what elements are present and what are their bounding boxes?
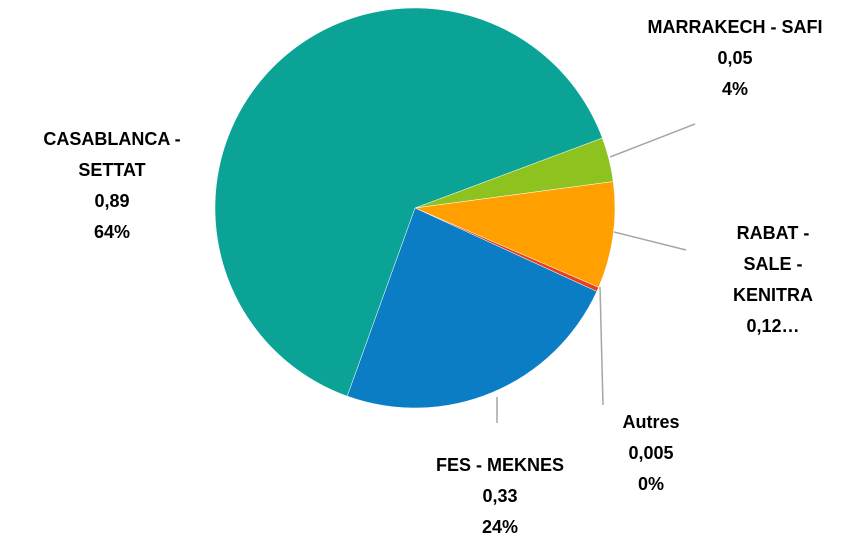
label-name: CASABLANCA - SETTAT bbox=[43, 129, 181, 180]
label-percent: 4% bbox=[721, 79, 748, 99]
data-label: CASABLANCA - SETTAT 0,89 64% bbox=[12, 124, 212, 248]
data-label: MARRAKECH - SAFI 0,05 4% bbox=[645, 12, 825, 105]
label-value: 0,05 bbox=[717, 48, 753, 68]
label-name: MARRAKECH - SAFI bbox=[647, 17, 823, 37]
pie-slice bbox=[346, 207, 598, 409]
label-name: FES - MEKNES bbox=[435, 455, 564, 475]
data-label: FES - MEKNES 0,33 24% bbox=[395, 450, 605, 543]
data-label: RABAT - SALE - KENITRA 0,12… bbox=[713, 218, 833, 342]
pie-slice bbox=[414, 181, 616, 288]
label-percent: 24% bbox=[481, 517, 519, 537]
label-value: 0,005 bbox=[628, 443, 674, 463]
data-label: Autres 0,005 0% bbox=[601, 407, 701, 500]
label-percent: 64% bbox=[93, 222, 131, 242]
label-value: 0,89 bbox=[94, 191, 130, 211]
leader-line bbox=[609, 123, 696, 158]
pie-slice bbox=[214, 7, 603, 397]
label-percent: 0% bbox=[637, 474, 664, 494]
label-name: RABAT - SALE - KENITRA bbox=[733, 223, 813, 305]
label-value: 0,33 bbox=[482, 486, 518, 506]
label-name: Autres bbox=[622, 412, 680, 432]
leader-line bbox=[613, 231, 687, 251]
label-value: 0,12… bbox=[746, 316, 800, 336]
leader-line bbox=[599, 286, 604, 406]
